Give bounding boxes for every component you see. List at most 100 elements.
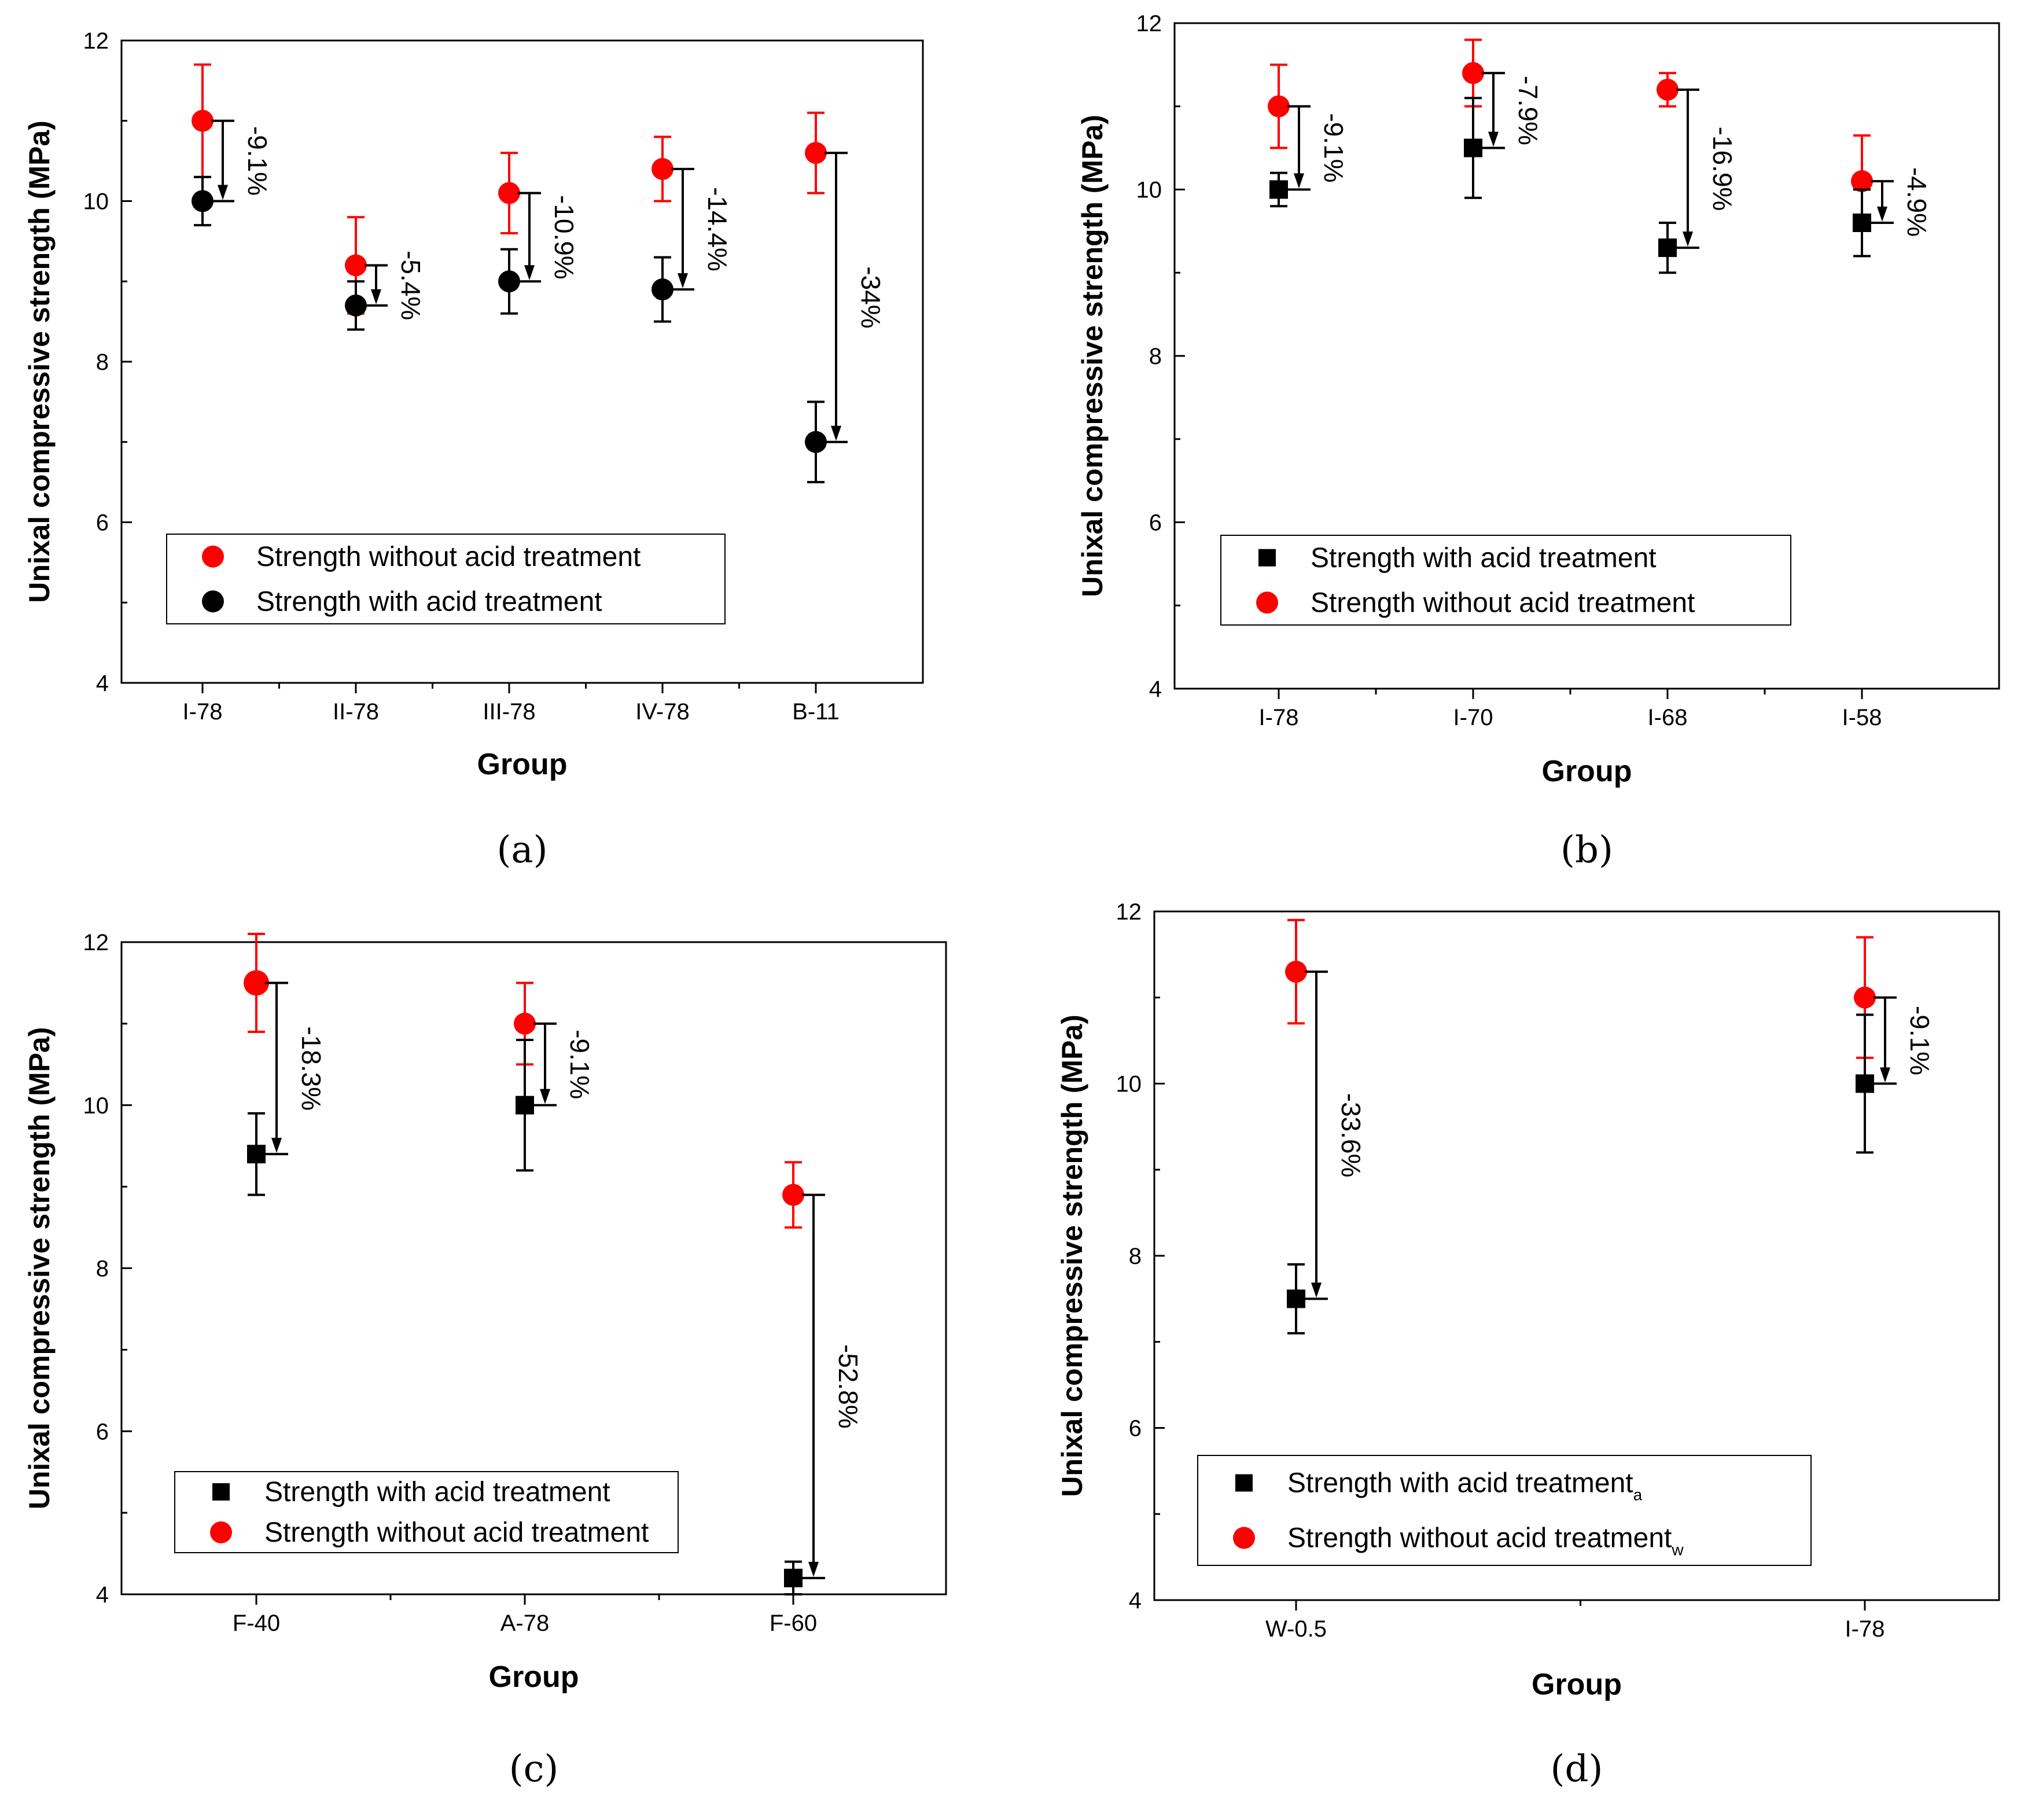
x-tick-label: A-78: [500, 1611, 550, 1636]
data-point: [1462, 62, 1484, 84]
y-tick-label: 6: [1129, 1416, 1142, 1442]
x-axis-title: Group: [1542, 755, 1632, 788]
series-without-acid: [192, 63, 827, 315]
data-point: [805, 142, 827, 164]
change-label: -10.9%: [549, 195, 579, 280]
y-tick-label: 8: [96, 1256, 109, 1282]
change-label: -52.8%: [833, 1344, 863, 1429]
legend-subscript: w: [1671, 1541, 1684, 1559]
y-tick-label: 4: [96, 1582, 109, 1608]
legend-marker: [202, 590, 224, 613]
x-tick-label: F-60: [770, 1611, 817, 1636]
chart-panel-a: 4 6 8 10 12 I-78 II-78 III-78 IV-78 B-11 Group Unix…: [23, 28, 924, 872]
legend-marker: [1258, 549, 1276, 567]
y-tick-label: 4: [1149, 676, 1162, 702]
data-point: [1464, 138, 1482, 157]
data-point: [516, 1095, 534, 1115]
x-tick-label: I-58: [1842, 705, 1882, 730]
x-tick-label: F-40: [233, 1611, 280, 1636]
legend: Strength without acid treatment Strength …: [166, 534, 726, 624]
arrow-head: [1311, 1282, 1322, 1298]
chart-panel-c: 4 6 8 10 12 F-40 A-78 F-60 Group Unixal compressi…: [23, 930, 947, 1790]
series-with-acid: [247, 1039, 803, 1595]
arrow-head: [678, 273, 688, 289]
change-label: -9.1%: [242, 126, 273, 196]
x-axis-title: Group: [477, 748, 568, 781]
change-arrow: -18.3%: [265, 981, 326, 1156]
legend-box: [1197, 1455, 1812, 1566]
change-arrow: -7.9%: [1482, 72, 1543, 149]
legend-box: [174, 1471, 679, 1553]
data-point: [652, 278, 673, 301]
change-label: -7.9%: [1513, 76, 1543, 145]
change-label: -33.6%: [1336, 1093, 1366, 1178]
data-point: [805, 431, 827, 453]
change-arrow: -9.1%: [211, 119, 273, 203]
legend: Strength with acid treatmenta Strength wi…: [1197, 1455, 1812, 1566]
series-with-acid: [192, 175, 827, 484]
legend-label: Strength with acid treatment: [264, 1477, 610, 1508]
x-tick-label: IV-78: [635, 699, 689, 725]
legend-marker: [212, 1483, 230, 1501]
x-tick-label: I-78: [1845, 1616, 1885, 1642]
data-point: [1287, 1289, 1305, 1308]
series-without-acid: [244, 932, 804, 1229]
legend-label: Strength with acid treatment: [1311, 543, 1657, 573]
legend-marker: [1233, 1527, 1255, 1549]
panel-label: (c): [509, 1748, 559, 1790]
y-tick-label: 8: [1129, 1244, 1142, 1269]
y-tick-label: 12: [83, 930, 109, 955]
y-axis-title: Unixal compressive strength (MPa): [23, 120, 56, 603]
x-axis-title: Group: [1532, 1668, 1622, 1701]
legend-box: [166, 534, 726, 624]
y-tick-label: 10: [1136, 178, 1162, 203]
change-arrow: -4.9%: [1871, 167, 1932, 237]
y-tick-label: 8: [96, 350, 109, 375]
y-tick-label: 12: [83, 28, 109, 54]
x-tick-label: III-78: [483, 699, 535, 725]
legend-label: Strength without acid treatmentw: [1287, 1523, 1684, 1559]
change-arrow: -9.1%: [1287, 105, 1349, 191]
change-label: -9.1%: [1905, 1006, 1935, 1075]
legend-marker: [210, 1521, 232, 1543]
x-tick-label: I-70: [1453, 705, 1493, 730]
arrow-head: [271, 1138, 282, 1153]
series-without-acid: [1285, 918, 1876, 1059]
x-tick-label: II-78: [333, 699, 379, 725]
y-tick-label: 6: [1149, 510, 1162, 536]
arrow-head: [218, 185, 228, 200]
legend-label: Strength with acid treatmenta: [1287, 1468, 1643, 1504]
change-label: -16.9%: [1707, 127, 1738, 211]
data-point: [1269, 180, 1288, 199]
data-point: [1657, 79, 1679, 101]
data-point: [652, 158, 673, 180]
legend-subscript: a: [1633, 1486, 1643, 1504]
y-tick-label: 10: [83, 189, 109, 215]
y-tick-label: 6: [96, 510, 109, 536]
data-point: [244, 970, 269, 996]
change-label: -9.1%: [1319, 113, 1349, 183]
change-arrow: -16.9%: [1676, 89, 1738, 249]
x-axis-title: Group: [489, 1660, 579, 1694]
change-label: -14.4%: [702, 187, 733, 271]
y-tick-label: 10: [83, 1093, 109, 1119]
data-point: [782, 1183, 804, 1206]
y-axis-title: Unixal compressive strength (MPa): [1056, 1014, 1088, 1497]
change-arrow: -9.1%: [1874, 996, 1935, 1085]
data-point: [1658, 238, 1677, 258]
change-arrow: -10.9%: [518, 192, 579, 283]
x-tick-label: I-78: [183, 699, 223, 725]
change-label: -5.4%: [396, 251, 426, 320]
arrow-head: [1294, 173, 1304, 189]
y-tick-label: 6: [96, 1419, 109, 1444]
y-tick-label: 12: [1136, 11, 1162, 36]
arrow-head: [831, 425, 841, 441]
arrow-head: [1877, 207, 1887, 222]
y-tick-label: 4: [96, 671, 109, 696]
panel-label: (b): [1560, 829, 1613, 872]
data-point: [1285, 961, 1307, 983]
y-tick-label: 8: [1149, 344, 1162, 369]
change-arrow: -52.8%: [802, 1193, 863, 1579]
